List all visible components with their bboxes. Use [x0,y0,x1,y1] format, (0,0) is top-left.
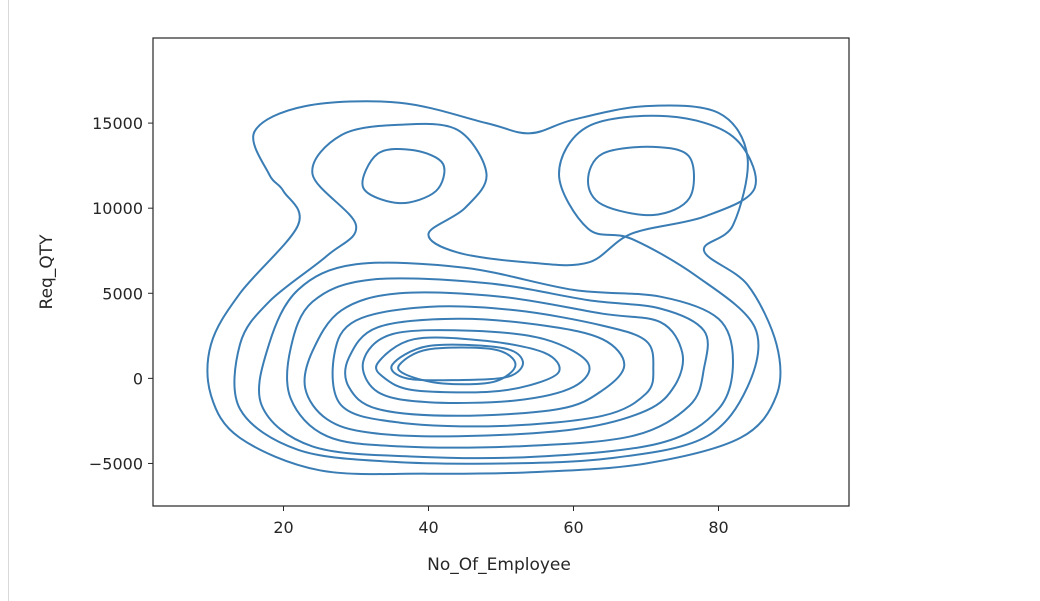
contour-level-12 [390,343,524,382]
x-axis-ticks: 20 40 60 80 [273,506,729,537]
y-tick-label: 0 [133,369,143,388]
contour-level-2 [233,114,760,465]
y-tick-label: 5000 [102,284,143,303]
contour-level-7 [303,291,685,438]
contour-level-10 [361,329,591,404]
contour-level-5 [258,261,734,460]
contour-level-1 [206,100,782,476]
contour-level-6 [286,277,709,449]
x-axis-label: No_Of_Employee [427,555,571,575]
plot-frame [152,37,850,507]
contour-level-3 [361,147,446,205]
contour-level-11 [375,336,561,394]
x-tick-label: 40 [418,518,438,537]
left-divider [8,0,9,601]
contour-level-9 [344,317,626,417]
plot-area [152,37,850,507]
contour-level-4 [587,145,695,217]
y-tick-label: 10000 [92,199,143,218]
x-tick-label: 80 [708,518,728,537]
contour-level-8 [331,305,655,428]
y-axis-label: Req_QTY [37,234,57,310]
x-tick-label: 20 [273,518,293,537]
x-tick-label: 60 [563,518,583,537]
y-axis-ticks: −5000 0 5000 10000 15000 [89,114,153,473]
contour-level-13 [397,346,517,386]
y-tick-label: −5000 [89,454,143,473]
contour-lines [206,100,782,476]
y-tick-label: 15000 [92,114,143,133]
